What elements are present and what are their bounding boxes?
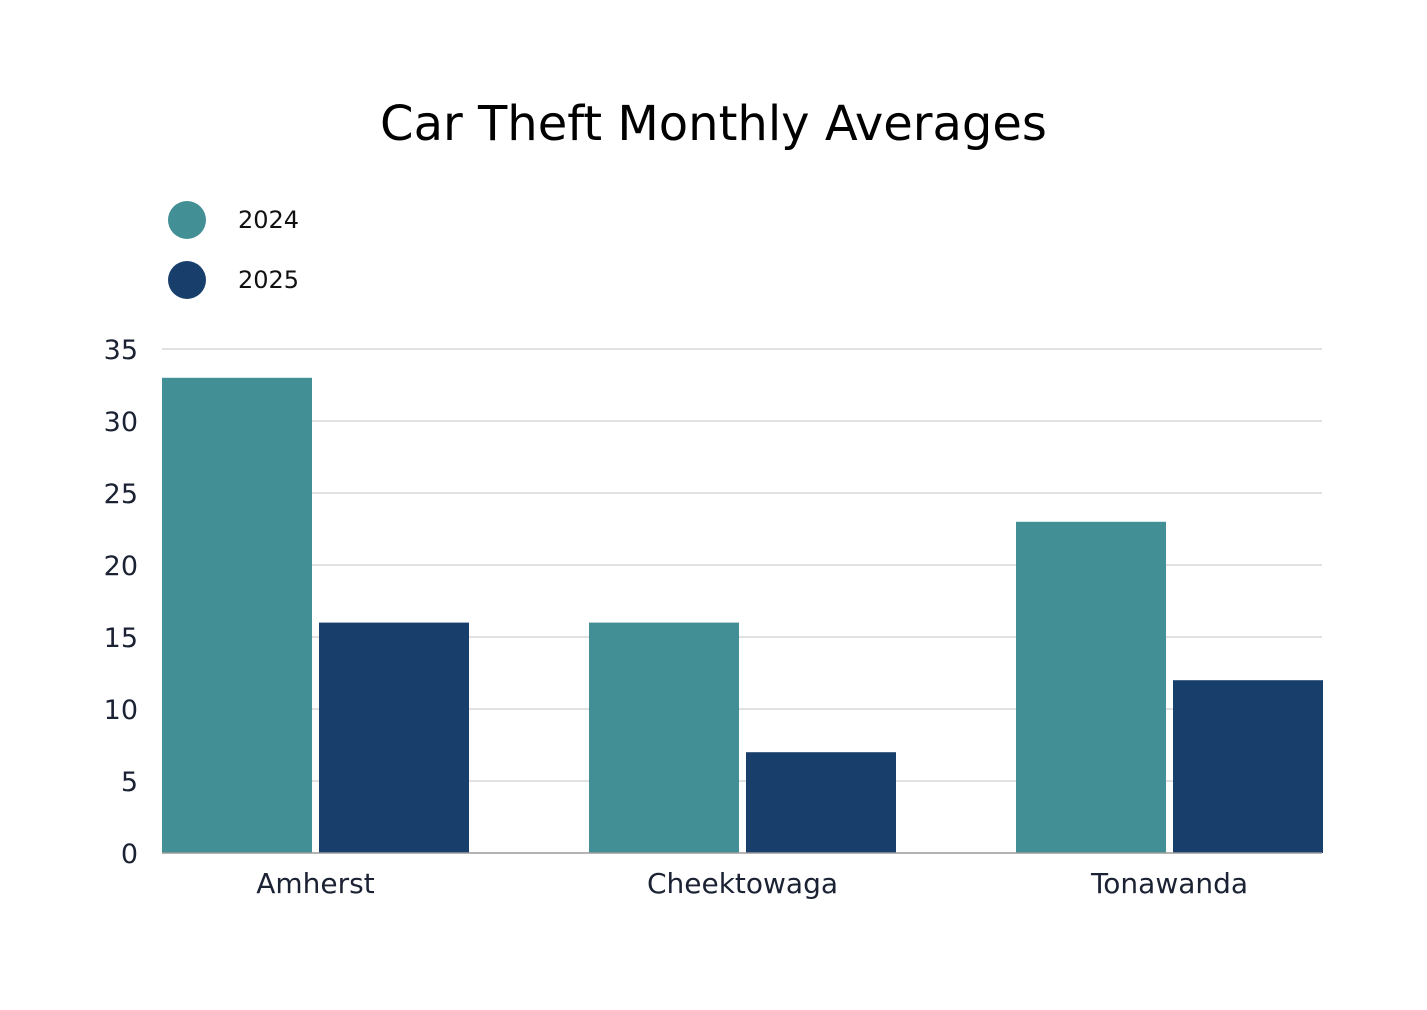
legend-item-2025: 2025	[168, 250, 299, 310]
x-category-label-amherst: Amherst	[256, 867, 375, 900]
legend-label-2025: 2025	[238, 266, 300, 294]
chart-title: Car Theft Monthly Averages	[380, 96, 1047, 152]
legend-item-2024: 2024	[168, 190, 299, 250]
x-category-label-tonawanda: Tonawanda	[1090, 867, 1248, 900]
bar-cheektowaga-2024	[589, 622, 739, 853]
legend-swatch-2024	[168, 201, 206, 239]
bar-amherst-2024	[162, 377, 312, 853]
y-tick-label-0: 0	[121, 839, 138, 870]
y-tick-label-5: 5	[121, 767, 138, 798]
y-tick-label-35: 35	[104, 335, 138, 366]
x-category-label-cheektowaga: Cheektowaga	[647, 867, 838, 900]
bar-tonawanda-2024	[1016, 521, 1166, 853]
bar-cheektowaga-2025	[746, 752, 896, 853]
y-tick-label-15: 15	[104, 623, 138, 654]
legend-swatch-2025	[168, 261, 206, 299]
y-tick-label-25: 25	[104, 479, 138, 510]
legend: 2024 2025	[168, 190, 299, 310]
y-tick-label-10: 10	[104, 695, 138, 726]
y-tick-label-30: 30	[104, 407, 138, 438]
bar-amherst-2025	[319, 622, 469, 853]
bar-tonawanda-2025	[1173, 680, 1323, 853]
y-tick-label-20: 20	[104, 551, 138, 582]
legend-label-2024: 2024	[238, 206, 300, 234]
